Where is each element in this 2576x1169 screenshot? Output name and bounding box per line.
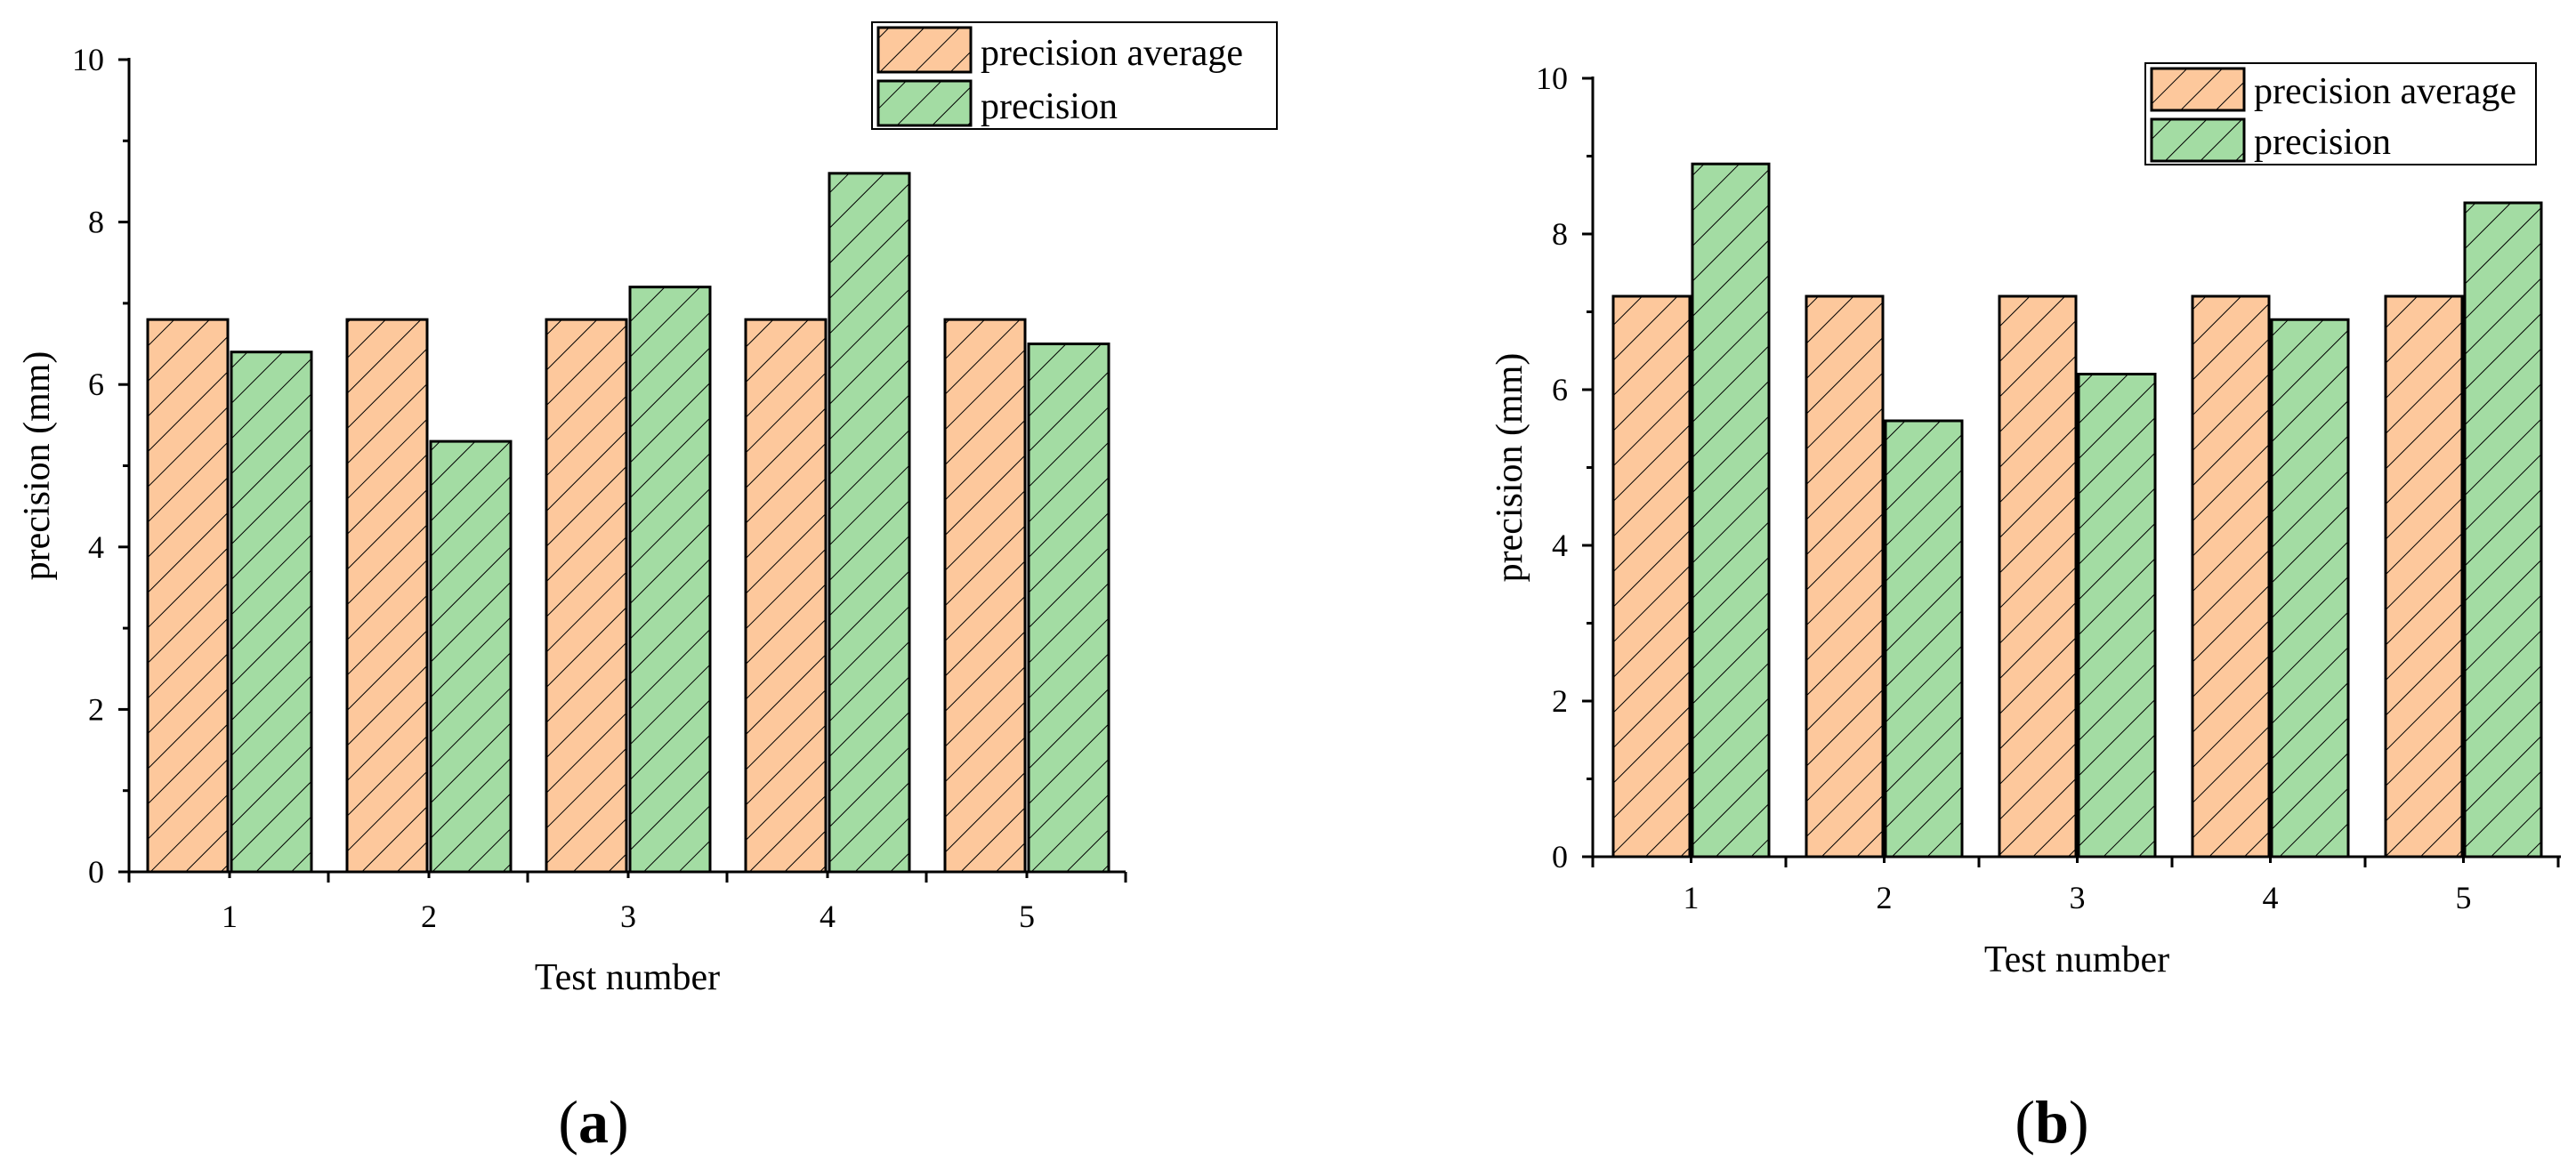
y-tick-label-a-4: 4 bbox=[88, 529, 104, 565]
x-tick-label-b-4: 4 bbox=[2263, 880, 2279, 915]
bar-hatch-b-0-3 bbox=[1998, 294, 2078, 859]
bar-hatch-a-1-5 bbox=[1027, 343, 1110, 874]
y-tick-label-b-2: 2 bbox=[1552, 683, 1568, 719]
bar-hatch-a-0-2 bbox=[345, 318, 429, 874]
legend-swatch-hatch-b-1 bbox=[2150, 117, 2246, 163]
y-axis-label-b: precision (mm) bbox=[1490, 353, 1530, 583]
bar-hatch-b-0-1 bbox=[1611, 294, 1692, 859]
bar-hatch-b-1-4 bbox=[2270, 318, 2350, 859]
x-tick-label-b-1: 1 bbox=[1684, 880, 1700, 915]
bar-hatch-a-1-1 bbox=[230, 351, 313, 874]
y-tick-label-a-0: 0 bbox=[88, 854, 104, 890]
legend-label-a-0: precision average bbox=[981, 33, 1243, 74]
panel-label-a: (a) bbox=[558, 1088, 628, 1156]
y-tick-label-a-8: 8 bbox=[88, 205, 104, 240]
bar-hatch-b-1-2 bbox=[1884, 419, 1964, 859]
x-tick-label-a-1: 1 bbox=[222, 899, 238, 934]
x-tick-label-b-3: 3 bbox=[2070, 880, 2086, 915]
x-tick-label-b-2: 2 bbox=[1877, 880, 1893, 915]
bar-hatch-a-1-3 bbox=[628, 286, 712, 874]
bar-hatch-b-0-2 bbox=[1805, 294, 1885, 859]
bar-hatch-a-0-1 bbox=[146, 318, 230, 874]
legend-label-b-0: precision average bbox=[2254, 71, 2516, 112]
bar-hatch-a-0-4 bbox=[744, 318, 828, 874]
y-tick-label-a-6: 6 bbox=[88, 367, 104, 402]
bar-hatch-b-0-4 bbox=[2191, 294, 2271, 859]
panel-label-b: (b) bbox=[2015, 1088, 2088, 1156]
y-tick-label-b-0: 0 bbox=[1552, 839, 1568, 875]
bar-hatch-b-0-5 bbox=[2384, 294, 2464, 859]
y-axis-label-a: precision (mm) bbox=[17, 351, 58, 581]
bar-hatch-a-0-5 bbox=[943, 318, 1027, 874]
bar-hatch-b-1-5 bbox=[2463, 201, 2543, 859]
bar-hatch-a-1-4 bbox=[828, 172, 911, 874]
x-tick-label-a-4: 4 bbox=[820, 899, 836, 934]
y-tick-label-a-10: 10 bbox=[72, 42, 104, 77]
y-tick-label-b-4: 4 bbox=[1552, 528, 1568, 563]
legend-swatch-hatch-b-0 bbox=[2150, 67, 2246, 112]
legend-swatch-hatch-a-0 bbox=[876, 26, 973, 74]
legend-label-b-1: precision bbox=[2254, 122, 2391, 163]
x-tick-label-a-3: 3 bbox=[620, 899, 636, 934]
bar-hatch-b-1-1 bbox=[1691, 162, 1771, 859]
x-tick-label-a-2: 2 bbox=[421, 899, 437, 934]
x-axis-label-b: Test number bbox=[1984, 939, 2169, 980]
y-tick-label-b-10: 10 bbox=[1536, 60, 1568, 96]
x-axis-label-a: Test number bbox=[535, 957, 720, 998]
x-tick-label-a-5: 5 bbox=[1019, 899, 1035, 934]
bar-hatch-b-1-3 bbox=[2077, 373, 2157, 859]
legend-label-a-1: precision bbox=[981, 86, 1118, 127]
bar-hatch-a-0-3 bbox=[545, 318, 628, 874]
y-tick-label-a-2: 2 bbox=[88, 691, 104, 727]
x-tick-label-b-5: 5 bbox=[2456, 880, 2472, 915]
bar-hatch-a-1-2 bbox=[429, 439, 513, 874]
y-tick-label-b-6: 6 bbox=[1552, 372, 1568, 407]
legend-swatch-hatch-a-1 bbox=[876, 79, 973, 127]
y-tick-label-b-8: 8 bbox=[1552, 216, 1568, 252]
